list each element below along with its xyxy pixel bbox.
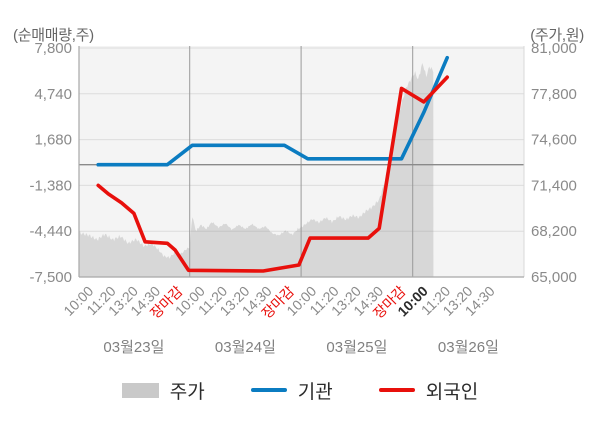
left-axis-tick-label: 1,680: [34, 132, 72, 149]
left-axis-unit-label: (순매매량,주): [13, 27, 94, 44]
foreigner-line: [96, 75, 449, 273]
left-axis-tick-label: 4,740: [34, 86, 72, 103]
right-axis-unit-label: (주가,원): [530, 27, 584, 44]
left-axis-tick-label: -1,380: [29, 177, 72, 194]
legend-item-foreigner: 외국인: [378, 377, 479, 404]
legend-item-price: 주가: [121, 377, 205, 404]
x-axis-date-label: 03월23일: [103, 339, 164, 356]
foreigner-line-swatch: [378, 388, 415, 392]
legend-label-foreigner: 외국인: [425, 381, 479, 403]
right-axis-tick-label: 77,800: [531, 86, 577, 103]
price-area: [79, 63, 434, 277]
right-axis-tick-label: 81,000: [531, 40, 577, 57]
chart-legend: 주가 기관 외국인: [0, 372, 600, 408]
left-axis-tick-label: -4,440: [29, 223, 72, 240]
x-axis-date-label: 03월24일: [215, 339, 276, 356]
right-axis-tick-label: 71,400: [531, 177, 577, 194]
x-axis-date-label: 03월26일: [438, 339, 499, 356]
right-axis-tick-label: 65,000: [531, 269, 577, 286]
legend-label-price: 주가: [169, 381, 205, 403]
legend-label-institution: 기관: [297, 381, 333, 403]
institution-line-swatch: [250, 388, 287, 392]
chart-canvas: 7,800 4,740 1,680 -1,380 -4,440 -7,500 81,000 7…: [29, 40, 577, 356]
right-axis-tick-label: 74,600: [531, 132, 577, 149]
institution-line: [96, 55, 449, 167]
right-axis-tick-label: 68,200: [531, 223, 577, 240]
left-axis-tick-label: 7,800: [34, 40, 72, 57]
price-area-swatch: [121, 382, 159, 398]
x-axis-date-label: 03월25일: [326, 339, 387, 356]
left-axis-tick-label: -7,500: [29, 269, 72, 286]
legend-item-institution: 기관: [250, 377, 333, 404]
